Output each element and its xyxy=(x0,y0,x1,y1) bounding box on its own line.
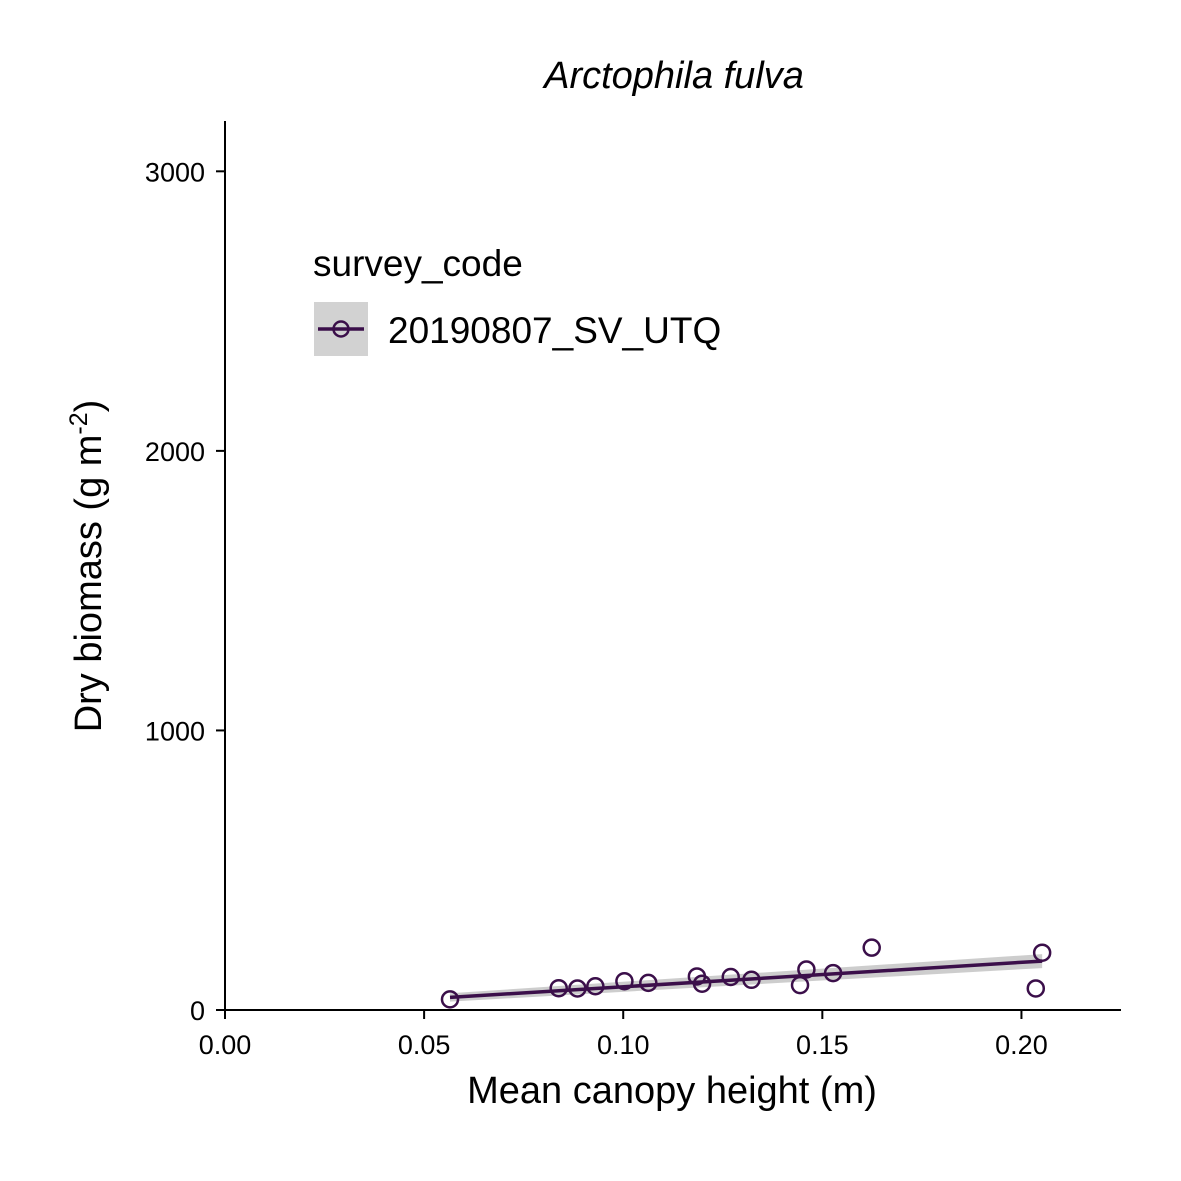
y-tick-label: 0 xyxy=(190,996,205,1026)
y-axis-ticks: 0 1000 2000 3000 xyxy=(145,157,225,1026)
y-tick-label: 1000 xyxy=(145,716,205,746)
data-point xyxy=(586,976,605,996)
legend-title: survey_code xyxy=(313,243,523,284)
data-point xyxy=(440,990,460,1009)
legend: survey_code 20190807_SV_UTQ xyxy=(313,243,721,356)
plot-area xyxy=(440,938,1052,1009)
data-point xyxy=(797,960,816,979)
data-point xyxy=(615,971,634,991)
y-tick-label: 3000 xyxy=(145,157,205,187)
data-point xyxy=(568,979,587,998)
y-axis-title-superscript: -2 xyxy=(65,412,93,434)
regression-line xyxy=(449,959,1043,1000)
x-tick-label: 0.05 xyxy=(398,1030,451,1060)
y-axis-title: Dry biomass (g m-2) xyxy=(65,400,110,733)
legend-key-point xyxy=(332,320,350,338)
data-point xyxy=(862,938,881,957)
x-tick-label: 0.10 xyxy=(597,1030,650,1060)
data-point xyxy=(1032,943,1052,962)
x-tick-label: 0.20 xyxy=(995,1030,1048,1060)
data-point xyxy=(742,970,761,990)
data-point xyxy=(1026,979,1046,998)
x-tick-label: 0.00 xyxy=(199,1030,252,1060)
x-axis-ticks: 0.00 0.05 0.10 0.15 0.20 xyxy=(199,1010,1048,1060)
x-tick-label: 0.15 xyxy=(796,1030,849,1060)
data-point xyxy=(639,973,658,993)
data-point xyxy=(721,967,740,987)
x-axis-title: Mean canopy height (m) xyxy=(467,1070,877,1112)
data-point xyxy=(790,975,810,995)
y-tick-label: 2000 xyxy=(145,437,205,467)
data-point xyxy=(549,978,568,998)
chart-title: Arctophila fulva xyxy=(542,55,804,97)
data-point xyxy=(692,974,712,993)
data-point xyxy=(823,963,843,983)
legend-entry-label: 20190807_SV_UTQ xyxy=(388,310,721,351)
